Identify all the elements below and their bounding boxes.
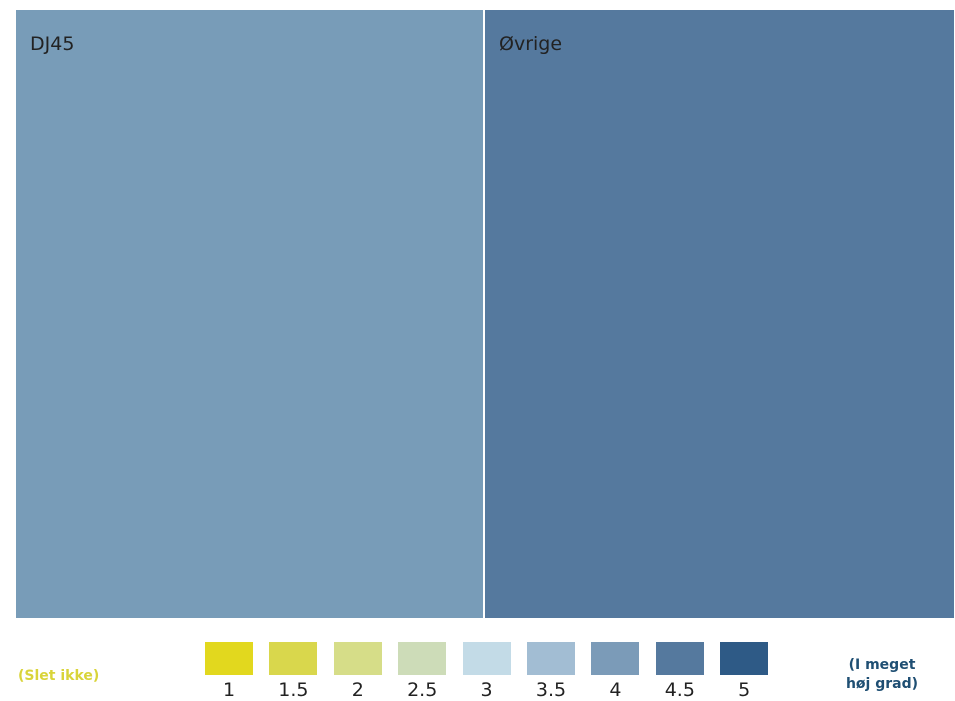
legend-max-label-line-2: høj grad) xyxy=(845,676,919,692)
tile-label-dj45: DJ45 xyxy=(30,33,74,55)
legend-item-3-5: 3.5 xyxy=(519,642,583,701)
legend-item-3: 3 xyxy=(455,642,519,701)
legend-max-label-line-1: (I meget xyxy=(848,657,916,673)
legend-tick-label: 5 xyxy=(738,679,751,701)
legend-tick-label: 3.5 xyxy=(535,679,567,701)
tile-label-ovrige: Øvrige xyxy=(499,33,562,55)
legend-item-1: 1 xyxy=(197,642,261,701)
legend-item-2: 2 xyxy=(326,642,390,701)
legend-item-4-5: 4.5 xyxy=(648,642,712,701)
legend-tick-label: 4 xyxy=(609,679,622,701)
legend-item-4: 4 xyxy=(583,642,647,701)
legend-swatch xyxy=(591,642,640,675)
legend-tick-label: 4.5 xyxy=(664,679,695,701)
legend-tick-label: 3 xyxy=(480,679,493,701)
legend-swatch xyxy=(655,642,704,675)
legend-swatch xyxy=(333,642,382,675)
legend-swatch xyxy=(720,642,769,675)
legend-swatch xyxy=(527,642,575,675)
legend-item-1-5: 1.5 xyxy=(261,642,325,701)
legend-swatch xyxy=(398,642,447,675)
legend-tick-label: 1.5 xyxy=(278,679,309,701)
legend-tick-label: 1 xyxy=(222,679,236,701)
legend-item-2-5: 2.5 xyxy=(390,642,454,701)
tile-ovrige xyxy=(485,10,954,618)
legend-swatch xyxy=(205,642,253,675)
legend-swatch xyxy=(269,642,318,675)
legend-max-label: (I meget høj grad) xyxy=(812,656,952,694)
legend-item-5: 5 xyxy=(712,642,776,701)
legend-tick-label: 2.5 xyxy=(407,679,438,701)
legend-swatch xyxy=(462,642,511,675)
legend-min-label: (Slet ikke) xyxy=(18,668,100,684)
color-legend: 1 1.5 2 2.5 3 3.5 4 4.5 5 xyxy=(197,642,777,701)
legend-tick-label: 2 xyxy=(351,679,364,701)
tile-dj45 xyxy=(16,10,483,618)
